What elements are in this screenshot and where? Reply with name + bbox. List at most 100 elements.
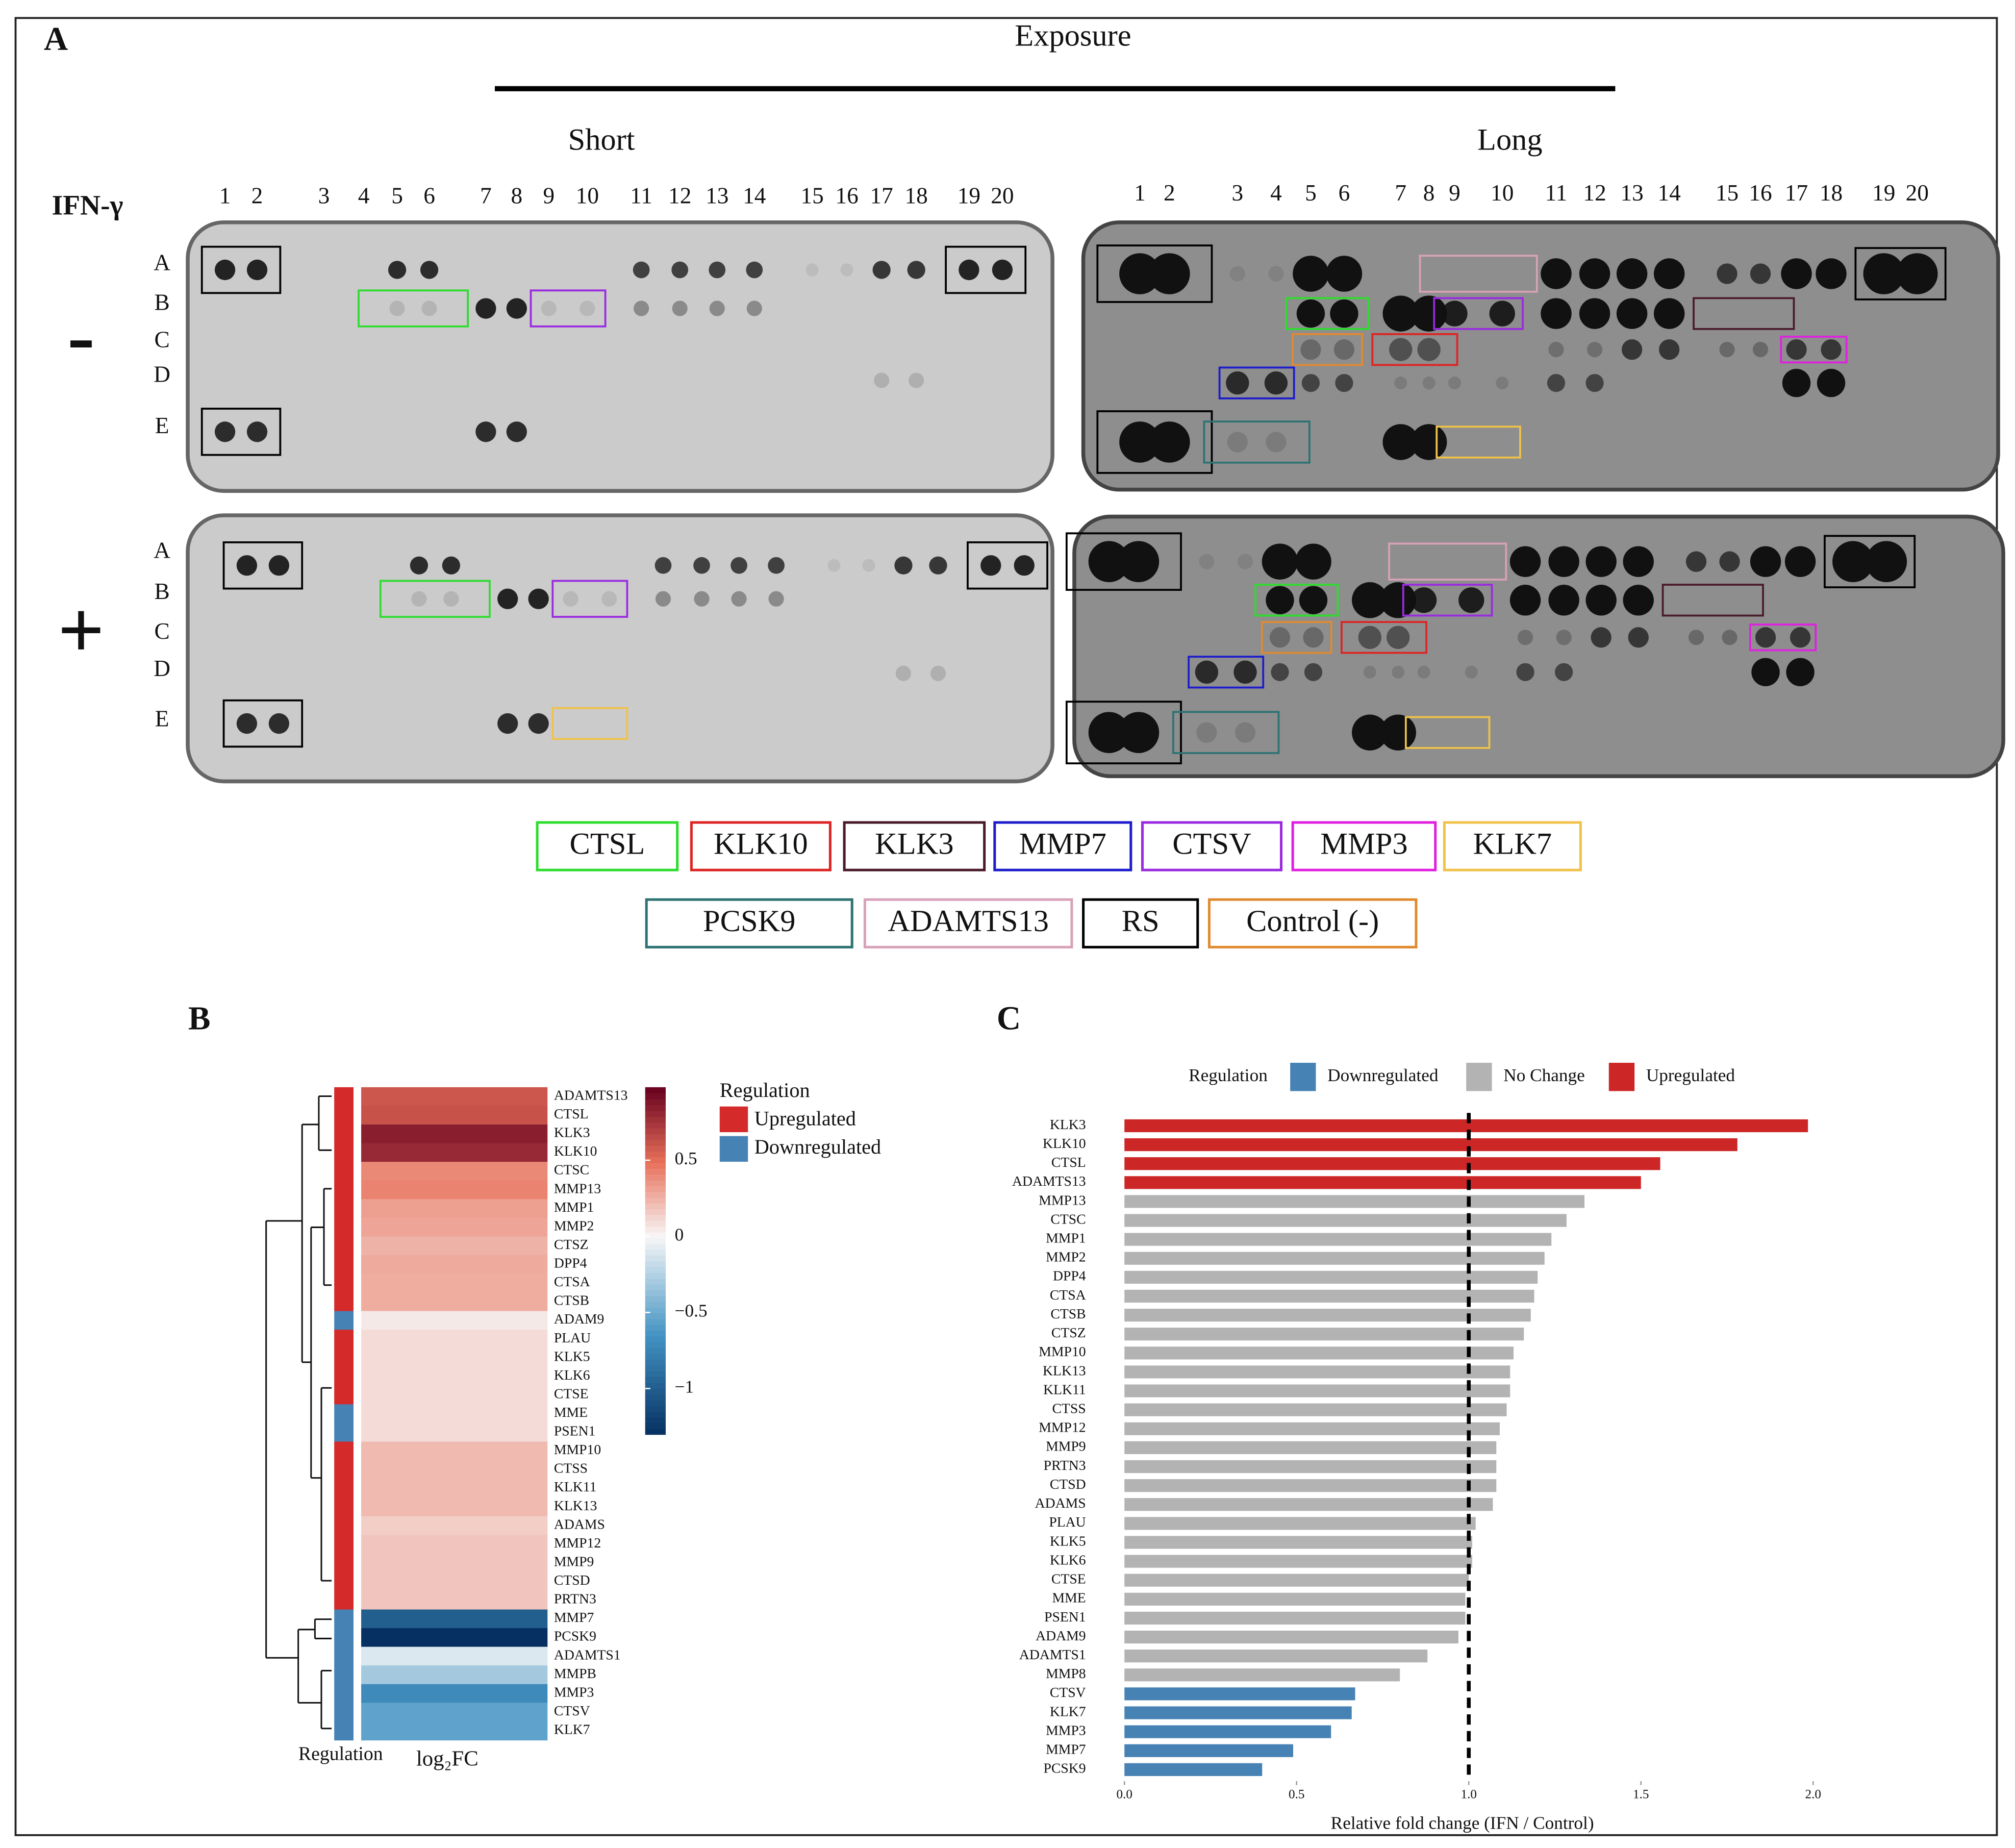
blot-spot <box>1422 377 1435 390</box>
spot-box <box>1292 333 1364 366</box>
spot-box <box>1404 716 1491 749</box>
regulation-cell <box>334 1628 354 1647</box>
blot-spot <box>442 556 461 575</box>
heatmap-cell <box>361 1217 548 1237</box>
colorbar-segment <box>645 1197 666 1204</box>
regulation-cell <box>334 1404 354 1424</box>
spot-box <box>551 580 628 618</box>
blot-spot <box>1330 299 1358 328</box>
x-tick-label: 0.0 <box>1116 1788 1132 1802</box>
panel-label: A <box>44 21 68 58</box>
legend-title: Regulation <box>1189 1065 1268 1085</box>
blot-spot <box>1755 627 1776 648</box>
blot-spot <box>709 261 726 279</box>
blot-spot <box>475 298 496 319</box>
blot-spot <box>1541 258 1572 289</box>
row-label: CTSC <box>554 1162 589 1178</box>
heatmap-cell <box>361 1497 548 1517</box>
regulation-cell <box>334 1162 354 1181</box>
row-letter: A <box>154 537 170 563</box>
x-tick-label: 2.0 <box>1805 1788 1821 1802</box>
blot-spot <box>1832 541 1874 583</box>
heatmap-cell <box>361 1590 548 1610</box>
row-label: KLK3 <box>554 1125 590 1140</box>
blot-spot <box>1688 630 1704 645</box>
spot-box <box>358 289 469 328</box>
blot-spot <box>1088 712 1130 754</box>
regulation-cell <box>334 1516 354 1536</box>
x-axis-label: log₂FC <box>416 1747 478 1771</box>
colorbar-segment <box>645 1272 666 1279</box>
blot-spot <box>746 301 762 316</box>
legend-label: PCSK9 <box>703 904 795 938</box>
y-tick-label: CTSV <box>1050 1684 1086 1700</box>
column-number: 14 <box>743 183 766 208</box>
legend-box <box>1141 821 1283 871</box>
blot-spot <box>1149 421 1190 463</box>
heatmap-cell <box>361 1292 548 1312</box>
bar <box>1124 1650 1428 1663</box>
bar <box>1124 1744 1293 1757</box>
spot-box <box>1402 584 1493 617</box>
y-tick-label: CTSA <box>1050 1287 1086 1303</box>
blot-spot <box>1119 253 1161 294</box>
membrane <box>1065 514 2005 779</box>
blot-spot <box>1579 258 1610 289</box>
y-tick-label: PRTN3 <box>1044 1457 1086 1473</box>
spot-box <box>1096 244 1213 303</box>
blot-spot <box>1750 546 1781 577</box>
blot-spot <box>1653 258 1685 289</box>
column-number: 11 <box>1545 180 1568 206</box>
regulation-cell <box>334 1703 354 1722</box>
column-number: 3 <box>318 183 330 208</box>
row-label: PSEN1 <box>554 1423 596 1439</box>
y-tick-label: CTSB <box>1050 1306 1086 1321</box>
blot-spot <box>1616 298 1648 329</box>
legend-box <box>1443 821 1582 871</box>
spot-box <box>1854 247 1947 301</box>
colorbar-segment <box>645 1151 666 1158</box>
regulation-cell <box>334 1497 354 1517</box>
y-tick-label: MMP12 <box>1039 1419 1086 1435</box>
blot-spot <box>1548 585 1579 616</box>
row-label: KLK10 <box>554 1143 597 1159</box>
regulation-cell <box>334 1479 354 1498</box>
membrane <box>186 513 1054 784</box>
blot-spot <box>1380 714 1416 751</box>
y-tick-label: CTSE <box>1051 1571 1086 1587</box>
blot-spot <box>1821 339 1842 360</box>
y-tick-label: ADAMTS1 <box>1019 1646 1086 1662</box>
bar <box>1124 1403 1507 1416</box>
bar <box>1124 1119 1808 1133</box>
colorbar-segment <box>645 1255 666 1262</box>
blot-spot <box>672 301 688 316</box>
legend-label: Downregulated <box>1327 1065 1439 1085</box>
spot-box <box>1749 623 1817 652</box>
membrane <box>1081 220 2000 492</box>
regulation-cell <box>334 1721 354 1741</box>
blot-spot <box>1196 722 1217 743</box>
blot-spot <box>1363 665 1376 679</box>
colorbar-segment <box>645 1093 666 1100</box>
blot-spot <box>497 713 518 734</box>
y-tick-label: CTSC <box>1050 1211 1086 1227</box>
spot-box <box>551 707 628 740</box>
blot-spot <box>1301 373 1320 392</box>
spot-box <box>1065 701 1182 765</box>
spot-box <box>1096 410 1213 474</box>
blot-spot <box>992 259 1013 281</box>
bar <box>1124 1706 1352 1719</box>
blot-spot <box>1621 339 1643 360</box>
colorbar-segment <box>645 1295 666 1302</box>
blot-spot <box>1585 373 1604 392</box>
y-tick-label: CTSZ <box>1051 1325 1086 1340</box>
exposure-title: Exposure <box>1015 18 1131 53</box>
column-number: 20 <box>991 183 1014 208</box>
column-number: 13 <box>706 183 728 208</box>
blot-spot <box>731 557 747 574</box>
spot-box <box>1218 366 1295 399</box>
row-letter: B <box>155 289 170 315</box>
blot-spot <box>411 591 427 607</box>
blot-spot <box>1556 630 1572 645</box>
blot-spot <box>1752 341 1769 358</box>
